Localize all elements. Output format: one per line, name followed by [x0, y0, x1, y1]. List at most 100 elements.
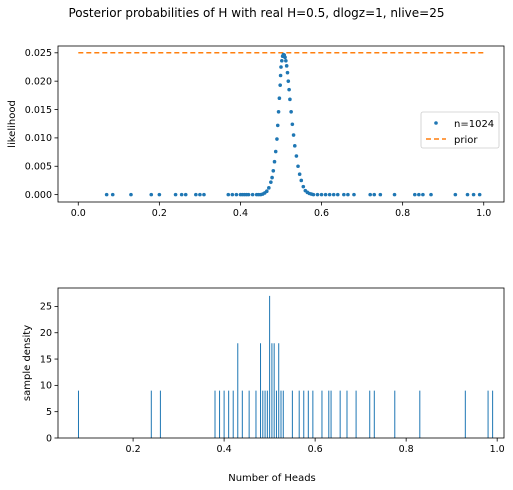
posterior-point — [372, 192, 377, 197]
posterior-point — [273, 149, 278, 154]
histogram-y-tick-label: 25 — [40, 302, 52, 313]
posterior-point — [270, 175, 274, 180]
posterior-point — [278, 73, 283, 78]
posterior-point — [297, 172, 302, 177]
posterior-point — [315, 192, 320, 197]
posterior-point — [194, 192, 198, 197]
histogram-y-tick-label: 10 — [40, 381, 52, 392]
posterior-point — [471, 192, 476, 197]
figure-title: Posterior probabilities of H with real H… — [68, 6, 445, 20]
histogram-bar — [260, 343, 262, 438]
histogram-bar — [330, 390, 332, 438]
histogram-bar — [269, 295, 271, 438]
likelihood-y-axis-label: likelihood — [7, 100, 18, 148]
posterior-point — [342, 192, 346, 197]
histogram-bar — [223, 390, 225, 438]
posterior-point — [246, 192, 251, 197]
posterior-point — [292, 144, 297, 148]
histogram-bar — [271, 343, 273, 438]
posterior-point — [234, 192, 239, 197]
likelihood-x-tick-label: 0.6 — [314, 208, 329, 219]
posterior-point — [368, 192, 373, 197]
histogram-bar — [298, 390, 300, 438]
posterior-point — [179, 192, 184, 197]
histogram-bar — [241, 390, 243, 438]
posterior-point — [311, 192, 316, 197]
likelihood-y-tick-label: 0.015 — [25, 105, 52, 116]
histogram-bar — [369, 390, 371, 438]
likelihood-x-tick-label: 0.8 — [395, 208, 410, 219]
posterior-point — [453, 192, 458, 197]
posterior-point — [378, 192, 383, 197]
posterior-point — [335, 192, 340, 197]
histogram-bar — [312, 390, 314, 438]
posterior-point — [417, 192, 421, 197]
posterior-point — [269, 180, 273, 184]
posterior-point — [265, 189, 269, 194]
posterior-point — [275, 137, 279, 141]
histogram-bar — [419, 390, 421, 438]
posterior-point — [157, 192, 162, 197]
posterior-point — [296, 164, 300, 169]
histogram-bar — [77, 390, 79, 438]
posterior-point — [286, 79, 291, 83]
posterior-point — [110, 192, 115, 197]
histogram-bar — [346, 390, 348, 438]
posterior-point — [319, 192, 324, 197]
likelihood-x-tick-label: 0.0 — [71, 208, 86, 219]
histogram-bar — [275, 390, 277, 438]
histogram-plot-area — [77, 295, 494, 438]
histogram-bar — [248, 390, 250, 438]
histogram-bar — [355, 390, 357, 438]
posterior-point — [250, 192, 255, 197]
histogram-bar — [394, 390, 396, 438]
posterior-point — [285, 70, 290, 75]
histogram-bar — [232, 390, 234, 438]
posterior-point — [287, 87, 291, 92]
histogram-bar — [492, 390, 494, 438]
histogram-y-tick-label: 20 — [40, 328, 52, 339]
likelihood-y-tick-label: 0.010 — [25, 133, 52, 144]
posterior-point — [284, 64, 289, 68]
histogram-x-tick-label: 0.8 — [399, 444, 414, 455]
posterior-point — [271, 169, 276, 173]
posterior-point — [465, 192, 470, 197]
posterior-point — [392, 192, 397, 197]
histogram-bar — [291, 390, 293, 438]
posterior-point — [290, 122, 295, 127]
legend-label-posterior: n=1024 — [454, 119, 494, 130]
posterior-point — [267, 186, 271, 190]
histogram-bar — [219, 390, 221, 438]
posterior-point — [413, 192, 417, 197]
posterior-point — [276, 110, 281, 114]
histogram-bar — [339, 390, 341, 438]
posterior-point — [129, 192, 133, 197]
histogram-x-ticks: 0.2 0.4 0.6 0.8 1.0 — [126, 438, 505, 455]
histogram-y-tick-label: 0 — [46, 433, 52, 444]
posterior-point — [294, 154, 299, 158]
histogram-axes: 0.2 0.4 0.6 0.8 1.0 0 5 10 15 20 25 sample densit… — [22, 287, 505, 484]
histogram-bar — [303, 390, 305, 438]
likelihood-y-tick-label: 0.005 — [25, 162, 52, 173]
likelihood-y-tick-label: 0.020 — [25, 76, 52, 87]
posterior-point — [327, 192, 332, 197]
legend-frame — [420, 111, 500, 149]
posterior-point — [346, 192, 350, 197]
histogram-y-ticks: 0 5 10 15 20 25 — [40, 302, 58, 444]
likelihood-x-tick-label: 0.4 — [233, 208, 248, 219]
posterior-point — [149, 192, 154, 197]
histogram-y-tick-label: 5 — [46, 407, 52, 418]
posterior-point — [323, 192, 328, 197]
posterior-point — [280, 58, 284, 63]
histogram-x-tick-label: 0.4 — [217, 444, 232, 455]
histogram-y-tick-label: 15 — [40, 354, 52, 365]
likelihood-axes-frame — [57, 45, 505, 203]
histogram-bar — [262, 390, 264, 438]
posterior-point — [288, 97, 292, 102]
histogram-x-tick-label: 1.0 — [490, 444, 505, 455]
histogram-bar — [255, 390, 257, 438]
histogram-bar — [487, 390, 489, 438]
posterior-point — [198, 192, 202, 197]
posterior-point — [429, 192, 433, 197]
